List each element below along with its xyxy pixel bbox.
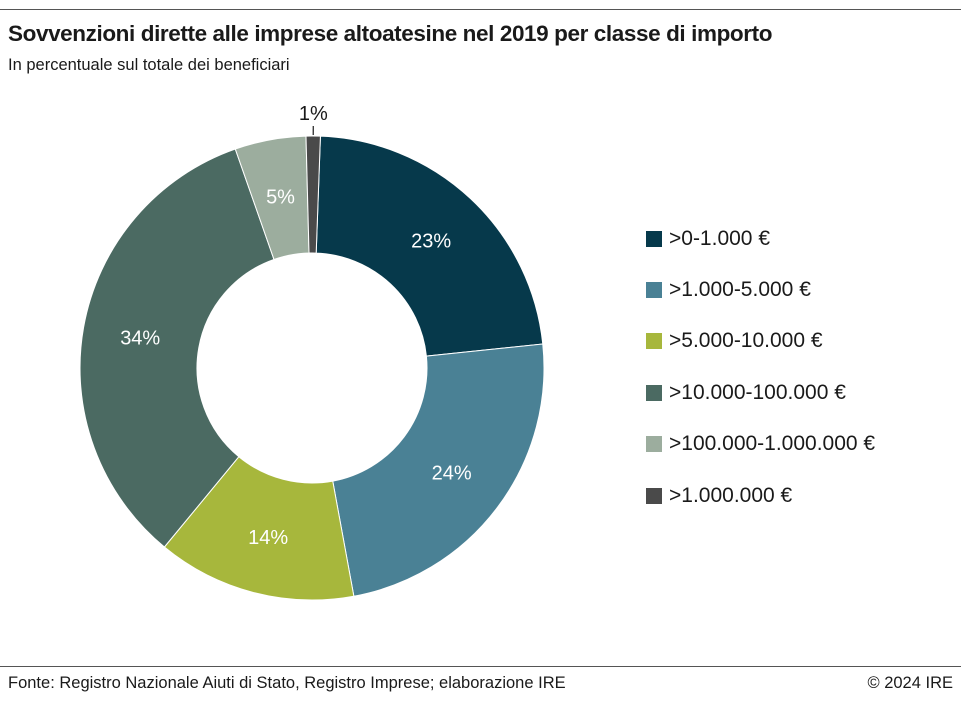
legend-label-3: >5.000-10.000 €: [669, 329, 823, 353]
legend-swatch-1: [646, 230, 662, 247]
legend-swatch-4: [646, 384, 662, 401]
chart-legend: >0-1.000 € >1.000-5.000 € >5.000-10.000 € >…: [646, 213, 875, 521]
donut-slice-4: [79, 148, 275, 548]
legend-item-5: >100.000-1.000.000 €: [646, 419, 875, 470]
copyright-note: © 2024 IRE: [867, 674, 953, 692]
legend-item-3: >5.000-10.000 €: [646, 316, 875, 367]
slice-label-6: 1%: [299, 103, 328, 125]
legend-label-2: >1.000-5.000 €: [669, 278, 811, 302]
legend-item-1: >0-1.000 €: [646, 213, 875, 264]
donut-slice-6: [305, 135, 321, 254]
slice-label-1: 23%: [411, 231, 451, 253]
legend-item-6: >1.000.000 €: [646, 470, 875, 521]
legend-label-5: >100.000-1.000.000 €: [669, 432, 876, 456]
chart-subtitle: In percentuale sul totale dei beneficiar…: [8, 56, 290, 74]
bottom-rule: [0, 666, 961, 667]
slice-label-3: 14%: [248, 527, 288, 549]
slice-label-2: 24%: [432, 463, 472, 485]
legend-swatch-3: [646, 333, 662, 350]
legend-item-4: >10.000-100.000 €: [646, 367, 875, 418]
legend-swatch-6: [646, 487, 662, 504]
source-note: Fonte: Registro Nazionale Aiuti di Stato…: [8, 674, 566, 692]
slice-label-4: 34%: [120, 327, 160, 349]
slice-label-5: 5%: [266, 186, 295, 208]
legend-item-2: >1.000-5.000 €: [646, 264, 875, 315]
legend-label-6: >1.000.000 €: [669, 483, 793, 507]
chart-title: Sovvenzioni dirette alle imprese altoate…: [8, 21, 773, 46]
donut-slice-1: [315, 135, 544, 357]
legend-swatch-5: [646, 436, 662, 453]
top-rule: [0, 9, 961, 10]
donut-slice-2: [332, 343, 545, 597]
legend-swatch-2: [646, 282, 662, 299]
legend-label-4: >10.000-100.000 €: [669, 380, 846, 404]
legend-label-1: >0-1.000 €: [669, 226, 771, 250]
